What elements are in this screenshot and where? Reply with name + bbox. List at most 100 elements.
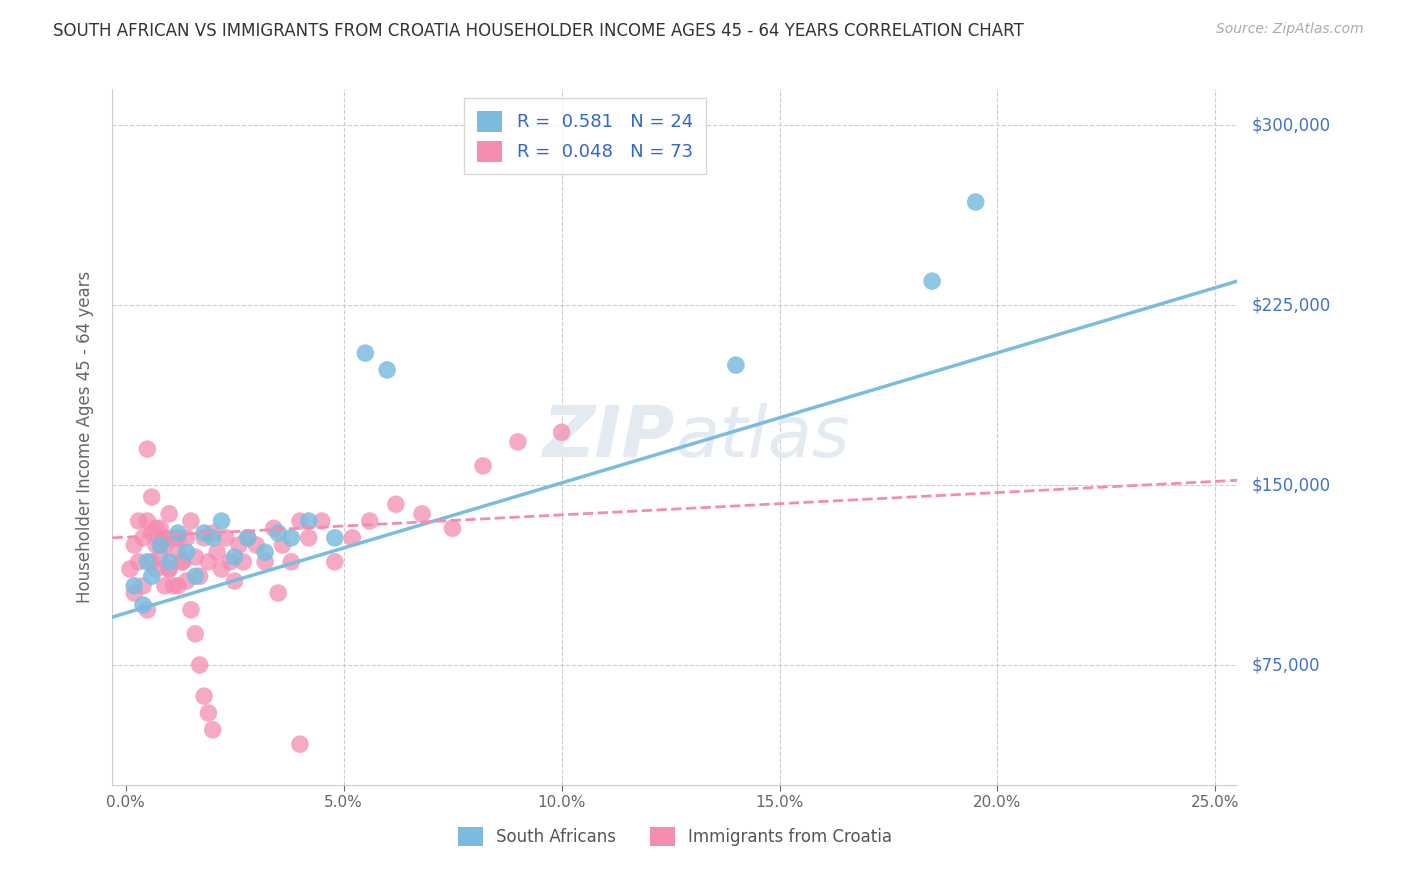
Point [211,562,233,576]
Legend: South Africans, Immigrants from Croatia: South Africans, Immigrants from Croatia [451,821,898,853]
Point [118,562,141,576]
Point [176,545,198,559]
Point [128,514,150,528]
Text: $225,000: $225,000 [1251,296,1330,314]
Point [228,538,250,552]
Point [162,579,184,593]
Text: $300,000: $300,000 [1251,116,1330,134]
Point [211,514,233,528]
Point [157,562,180,576]
Point [193,689,215,703]
Point [124,586,146,600]
Point [298,531,321,545]
Point [124,579,146,593]
Point [141,526,163,541]
Point [141,569,163,583]
Point [136,442,159,456]
Point [157,555,180,569]
Point [236,531,259,545]
Point [141,490,163,504]
Point [167,526,190,541]
Point [359,514,381,528]
Point [184,549,207,564]
Point [506,434,529,449]
Point [965,194,987,209]
Point [136,603,159,617]
Point [149,549,172,564]
Point [157,562,180,576]
Point [224,549,246,564]
Point [245,538,267,552]
Point [280,531,302,545]
Point [167,579,190,593]
Point [224,574,246,588]
Text: $75,000: $75,000 [1251,656,1320,674]
Point [153,538,176,552]
Point [157,507,180,521]
Point [311,514,333,528]
Point [205,545,228,559]
Point [193,531,215,545]
Point [411,507,433,521]
Point [236,531,259,545]
Point [172,555,194,569]
Point [232,555,254,569]
Point [197,706,219,720]
Point [141,555,163,569]
Text: ZIP: ZIP [543,402,675,472]
Point [167,531,190,545]
Text: Source: ZipAtlas.com: Source: ZipAtlas.com [1216,22,1364,37]
Point [167,545,190,559]
Point [219,555,242,569]
Point [280,555,302,569]
Point [201,526,224,541]
Point [472,458,495,473]
Point [201,723,224,737]
Point [254,545,277,559]
Point [724,358,747,372]
Point [921,274,943,288]
Text: $150,000: $150,000 [1251,476,1330,494]
Point [149,538,172,552]
Point [375,363,398,377]
Point [149,538,172,552]
Point [271,538,294,552]
Text: SOUTH AFRICAN VS IMMIGRANTS FROM CROATIA HOUSEHOLDER INCOME AGES 45 - 64 YEARS C: SOUTH AFRICAN VS IMMIGRANTS FROM CROATIA… [53,22,1024,40]
Point [124,538,146,552]
Point [441,521,464,535]
Point [132,579,155,593]
Point [323,531,346,545]
Point [254,555,277,569]
Point [323,555,346,569]
Point [354,346,377,360]
Text: atlas: atlas [675,402,849,472]
Point [385,497,408,511]
Point [145,562,167,576]
Point [288,514,311,528]
Point [128,555,150,569]
Point [188,569,211,583]
Point [136,555,159,569]
Point [180,603,202,617]
Point [136,514,159,528]
Point [180,514,202,528]
Point [288,737,311,751]
Point [201,531,224,545]
Point [263,521,285,535]
Point [153,579,176,593]
Point [149,521,172,535]
Point [132,531,155,545]
Point [197,555,219,569]
Point [342,531,364,545]
Point [193,526,215,541]
Point [162,531,184,545]
Point [145,538,167,552]
Point [172,555,194,569]
Point [298,514,321,528]
Point [267,526,290,541]
Point [184,627,207,641]
Point [215,531,238,545]
Point [550,425,572,440]
Point [176,531,198,545]
Point [153,531,176,545]
